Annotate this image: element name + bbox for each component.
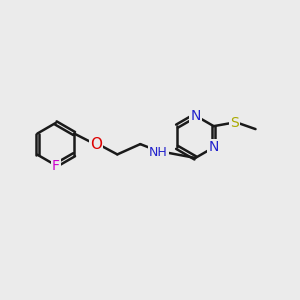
Text: F: F (52, 159, 60, 173)
Text: O: O (90, 136, 102, 152)
Text: N: N (208, 140, 219, 154)
Text: NH: NH (149, 146, 168, 159)
Text: N: N (190, 109, 200, 122)
Text: S: S (230, 116, 239, 130)
